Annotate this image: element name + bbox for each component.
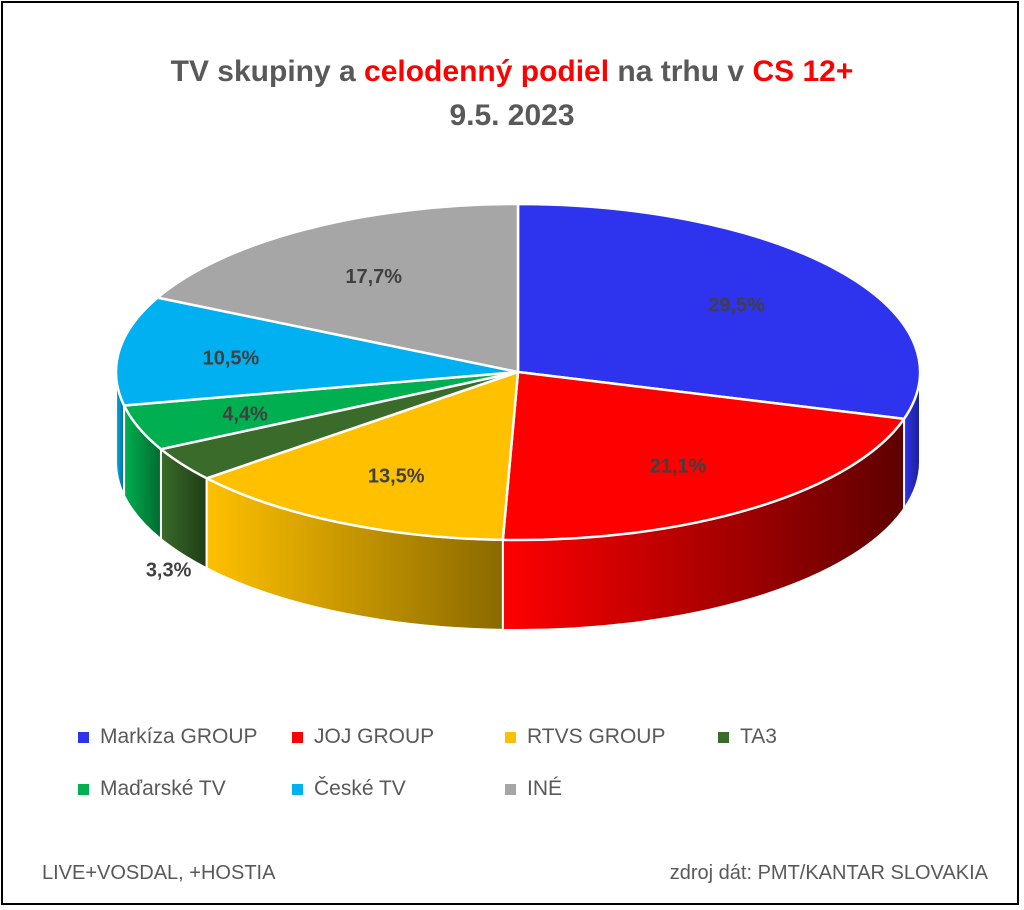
legend-item-joj-group: JOJ GROUP [292, 725, 434, 749]
slice-rtvs-group [205, 370, 520, 542]
title-line-1: TV skupiny a celodenný podiel na trhu v … [0, 50, 1024, 94]
legend-label: INÉ [527, 777, 563, 800]
title-highlight-2: CS 12+ [752, 55, 854, 88]
title-highlight-1: celodenný podiel [364, 55, 610, 88]
legend-swatch [505, 783, 516, 795]
legend-item-madarske-tv: Maďarské TV [78, 777, 226, 801]
title-part-1: TV skupiny a [170, 55, 365, 88]
legend-label: TA3 [740, 725, 777, 748]
chart-title: TV skupiny a celodenný podiel na trhu v … [0, 50, 1024, 138]
data-label-rtvs-group: 13,5% [368, 465, 425, 487]
data-label-madarske-tv: 4,4% [222, 403, 268, 425]
legend-swatch [78, 731, 89, 743]
title-part-3: na trhu v [609, 55, 753, 88]
pie-tops [114, 202, 922, 542]
slice-joj-group [501, 370, 906, 542]
footer-note: LIVE+VOSDAL, +HOSTIA [42, 862, 276, 884]
legend-item-rtvs-group: RTVS GROUP [505, 725, 665, 749]
data-label-joj-group: 21,1% [650, 456, 707, 478]
data-label-ine: 17,7% [345, 266, 402, 288]
legend-label: České TV [314, 777, 406, 800]
legend-swatch [505, 731, 516, 743]
data-label-ceske-tv: 10,5% [203, 347, 260, 369]
slice-ceske-tv [114, 296, 520, 407]
data-label-ta3: 3,3% [146, 559, 192, 581]
legend-swatch [78, 783, 89, 795]
legend-label: Maďarské TV [100, 777, 226, 800]
footer-source: zdroj dát: PMT/KANTAR SLOVAKIA [669, 862, 988, 884]
title-line-2: 9.5. 2023 [449, 99, 575, 132]
legend-label: Markíza GROUP [100, 725, 258, 748]
data-labels: 29,5% 21,1% 13,5% 3,3% 4,4% 10,5% 17,7% [146, 266, 765, 581]
legend-swatch [292, 731, 303, 743]
data-label-markiza-group: 29,5% [708, 294, 765, 316]
slice-ine [156, 202, 520, 374]
legend-item-markiza-group: Markíza GROUP [78, 725, 258, 749]
slice-markiza-group [516, 202, 922, 421]
legend-item-ine: INÉ [505, 777, 562, 801]
legend-label: RTVS GROUP [527, 725, 666, 748]
legend-swatch [292, 783, 303, 795]
legend-item-ta3: TA3 [718, 725, 777, 749]
legend-swatch [718, 731, 729, 743]
legend-item-ceske-tv: České TV [292, 777, 406, 801]
legend-label: JOJ GROUP [314, 725, 435, 748]
